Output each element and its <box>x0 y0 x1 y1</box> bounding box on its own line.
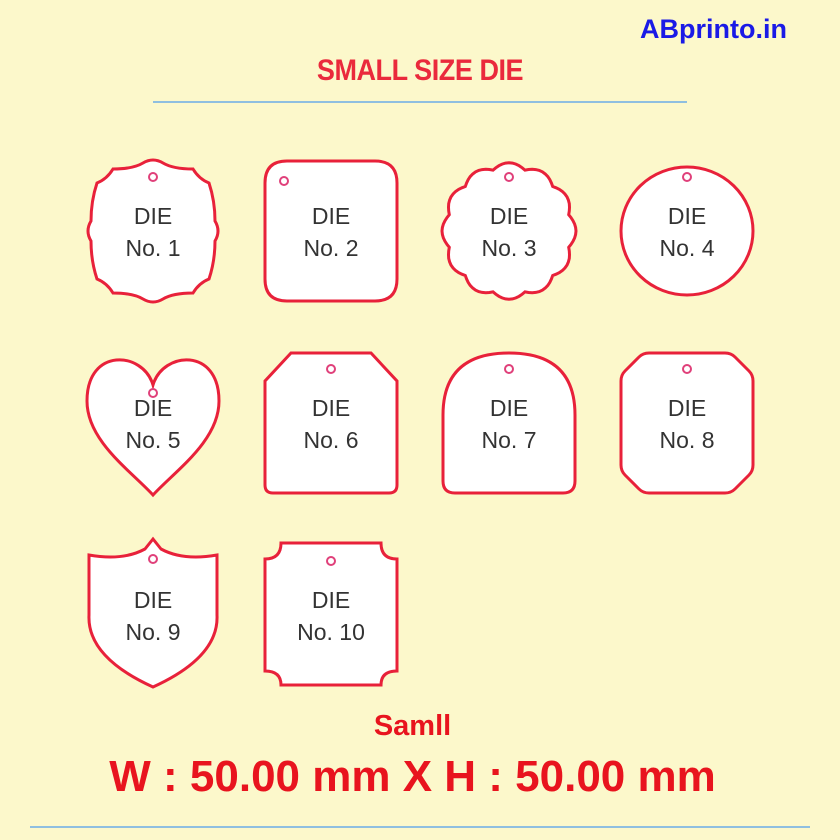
punch-hole-icon <box>326 556 336 566</box>
die-label-line2: No. 7 <box>482 427 537 453</box>
die-label-line2: No. 3 <box>482 235 537 261</box>
die-outline <box>263 351 399 495</box>
die-5-heart: DIE No. 5 <box>85 358 221 498</box>
die-label-line1: DIE <box>312 587 350 613</box>
die-6-chamfered-top: DIE No. 6 <box>263 351 399 495</box>
die-label-line1: DIE <box>312 395 350 421</box>
die-label-line1: DIE <box>134 587 172 613</box>
page-title: SMALL SIZE DIE <box>316 54 524 87</box>
die-8-octagon: DIE No. 8 <box>619 351 755 495</box>
die-label-line2: No. 6 <box>304 427 359 453</box>
die-outline <box>86 158 220 304</box>
punch-hole-icon <box>682 364 692 374</box>
die-outline <box>87 536 219 689</box>
die-label-line2: No. 1 <box>126 235 181 261</box>
die-label-line2: No. 5 <box>126 427 181 453</box>
die-label-line1: DIE <box>490 395 528 421</box>
die-outline <box>441 351 577 495</box>
die-3-scalloped: DIE No. 3 <box>440 161 578 301</box>
die-label-line2: No. 8 <box>660 427 715 453</box>
punch-hole-icon <box>148 554 158 564</box>
die-label-line1: DIE <box>668 203 706 229</box>
die-7-arch: DIE No. 7 <box>441 351 577 495</box>
die-9-shield: DIE No. 9 <box>87 536 219 689</box>
die-4-circle: DIE No. 4 <box>619 165 755 297</box>
size-label: Samll <box>373 710 452 742</box>
punch-hole-icon <box>504 172 514 182</box>
die-label-line2: No. 10 <box>297 619 365 645</box>
punch-hole-icon <box>326 364 336 374</box>
die-1-bracket: DIE No. 1 <box>86 158 220 304</box>
die-label-line2: No. 4 <box>660 235 715 261</box>
punch-hole-icon <box>148 388 158 398</box>
punch-hole-icon <box>148 172 158 182</box>
die-outline <box>85 358 221 498</box>
die-2-rounded-square: DIE No. 2 <box>263 159 399 303</box>
punch-hole-icon <box>504 364 514 374</box>
punch-hole-icon <box>682 172 692 182</box>
die-label-line1: DIE <box>134 395 172 421</box>
die-label-line1: DIE <box>134 203 172 229</box>
die-outline <box>263 541 399 687</box>
die-label-line1: DIE <box>490 203 528 229</box>
brand-logo-text: ABprinto.in <box>640 14 787 44</box>
die-label-line1: DIE <box>312 203 350 229</box>
die-outline <box>263 159 399 303</box>
title-divider <box>153 101 687 103</box>
die-label-line2: No. 9 <box>126 619 181 645</box>
bottom-divider <box>30 826 810 828</box>
die-10-notched-corners: DIE No. 10 <box>263 541 399 687</box>
die-outline <box>440 161 578 301</box>
die-label-line1: DIE <box>668 395 706 421</box>
die-label-line2: No. 2 <box>304 235 359 261</box>
die-outline <box>619 165 755 297</box>
dimensions-label: W : 50.00 mm X H : 50.00 mm <box>109 752 716 801</box>
die-outline <box>619 351 755 495</box>
punch-hole-icon <box>279 176 289 186</box>
